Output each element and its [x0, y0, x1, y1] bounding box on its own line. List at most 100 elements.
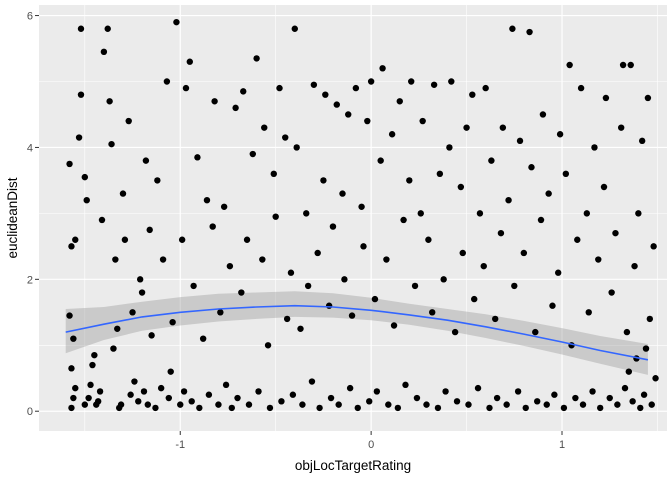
data-point	[562, 170, 570, 178]
data-point	[245, 401, 253, 408]
data-point	[463, 124, 470, 131]
data-point	[283, 315, 291, 323]
data-point	[488, 157, 495, 164]
data-point	[537, 216, 545, 224]
data-point	[119, 190, 127, 197]
data-point	[476, 210, 484, 217]
data-point	[545, 190, 552, 197]
data-point	[106, 98, 113, 105]
data-point	[81, 401, 89, 408]
data-point	[606, 394, 613, 402]
data-point	[182, 84, 190, 92]
data-point	[505, 196, 512, 204]
data-point	[108, 140, 115, 148]
data-point	[574, 236, 581, 243]
data-point	[144, 401, 152, 408]
data-point	[373, 388, 381, 395]
data-point	[638, 137, 646, 145]
data-point	[383, 256, 390, 263]
data-point	[70, 335, 77, 342]
data-point	[303, 210, 310, 217]
data-point	[367, 78, 375, 85]
x-tick-label: -1	[175, 439, 185, 451]
data-point	[329, 223, 337, 230]
data-point	[94, 398, 102, 405]
data-point	[66, 160, 73, 168]
data-point	[276, 84, 283, 92]
data-point	[394, 404, 402, 412]
data-point	[471, 295, 478, 303]
data-point	[196, 404, 203, 412]
smooth-trend-line	[65, 304, 649, 361]
data-point	[72, 236, 79, 243]
y-tick-label: 6	[27, 11, 33, 23]
data-point	[228, 404, 235, 412]
data-point	[514, 388, 522, 395]
data-point	[459, 249, 466, 257]
data-point	[299, 401, 306, 408]
data-point	[589, 388, 596, 395]
data-point	[140, 388, 148, 395]
data-point	[623, 328, 631, 336]
data-point	[240, 88, 247, 95]
data-point	[600, 183, 608, 191]
data-point	[585, 309, 592, 316]
data-point	[333, 101, 340, 108]
data-point	[497, 229, 505, 237]
data-point	[112, 256, 119, 263]
data-point	[68, 243, 75, 250]
data-point	[345, 111, 352, 118]
data-point	[272, 213, 279, 220]
data-point	[261, 124, 268, 131]
data-point	[146, 226, 153, 234]
data-point	[453, 398, 461, 405]
data-point	[159, 256, 167, 263]
data-point	[135, 398, 142, 405]
data-point	[642, 345, 650, 352]
data-point	[75, 134, 83, 141]
data-point	[163, 78, 171, 85]
data-point	[77, 91, 85, 98]
data-point	[232, 104, 239, 112]
data-point	[406, 177, 413, 184]
data-point	[125, 117, 132, 125]
data-point	[646, 315, 654, 323]
data-point	[320, 177, 327, 184]
data-point	[492, 315, 499, 323]
y-tick-label: 2	[27, 274, 33, 286]
data-point	[178, 236, 186, 243]
data-point	[180, 388, 188, 395]
data-point	[291, 25, 298, 32]
data-point	[648, 401, 655, 408]
y-axis-ticks: 0 2 4 6	[27, 11, 39, 418]
data-point	[503, 401, 510, 408]
data-point	[644, 94, 652, 102]
data-point	[70, 394, 77, 402]
data-point	[637, 404, 644, 412]
data-point	[83, 196, 90, 204]
data-point	[419, 117, 426, 125]
data-point	[100, 48, 108, 56]
data-point	[203, 196, 211, 204]
data-point	[413, 394, 421, 402]
data-point	[619, 61, 627, 69]
data-point	[270, 170, 277, 178]
data-point	[480, 262, 487, 270]
data-point	[625, 368, 633, 375]
data-point	[220, 203, 228, 210]
data-point	[110, 345, 117, 352]
data-point	[222, 381, 230, 389]
data-point	[577, 84, 585, 92]
data-point	[400, 216, 407, 224]
data-point	[341, 276, 348, 283]
data-point	[68, 404, 75, 412]
data-point	[152, 404, 159, 412]
data-point	[388, 131, 396, 138]
x-tick-label: 0	[368, 439, 374, 451]
data-point	[434, 404, 442, 412]
data-point	[167, 368, 174, 375]
data-point	[402, 381, 409, 389]
data-point	[534, 398, 541, 405]
data-point	[188, 398, 195, 405]
data-point	[396, 98, 403, 105]
